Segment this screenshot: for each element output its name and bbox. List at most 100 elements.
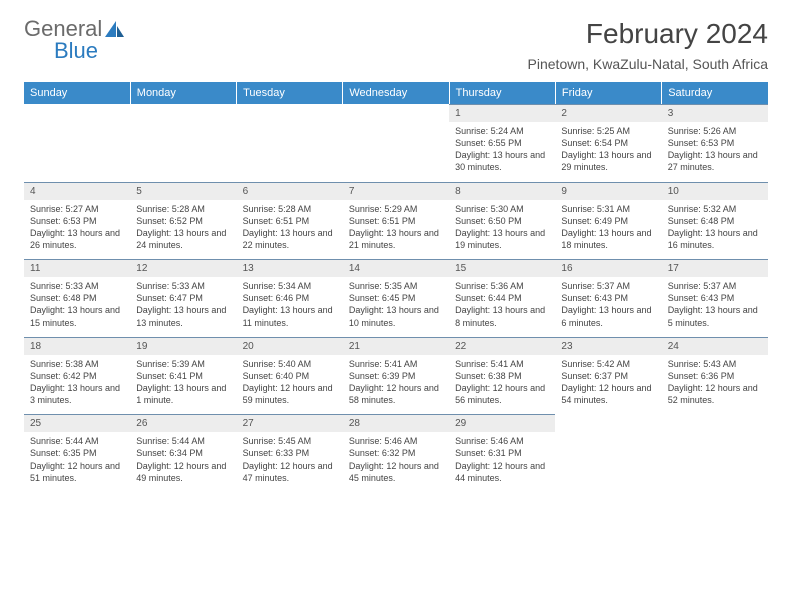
calendar-cell: 27Sunrise: 5:45 AMSunset: 6:33 PMDayligh… (237, 414, 343, 492)
day-number: 23 (555, 338, 661, 355)
calendar-cell (237, 104, 343, 182)
day-details: Sunrise: 5:41 AMSunset: 6:38 PMDaylight:… (449, 355, 555, 415)
day-number: 26 (130, 415, 236, 432)
day-number: 1 (449, 105, 555, 122)
sunrise-text: Sunrise: 5:24 AM (455, 125, 549, 137)
day-details: Sunrise: 5:33 AMSunset: 6:47 PMDaylight:… (130, 277, 236, 337)
sunrise-text: Sunrise: 5:32 AM (668, 203, 762, 215)
day-details: Sunrise: 5:42 AMSunset: 6:37 PMDaylight:… (555, 355, 661, 415)
day-details: Sunrise: 5:44 AMSunset: 6:35 PMDaylight:… (24, 432, 130, 492)
sunrise-text: Sunrise: 5:33 AM (30, 280, 124, 292)
daylight-text: Daylight: 13 hours and 3 minutes. (30, 382, 124, 406)
day-number: 17 (662, 260, 768, 277)
sunrise-text: Sunrise: 5:34 AM (243, 280, 337, 292)
sunset-text: Sunset: 6:51 PM (243, 215, 337, 227)
sunset-text: Sunset: 6:33 PM (243, 447, 337, 459)
day-number: 21 (343, 338, 449, 355)
calendar-cell: 21Sunrise: 5:41 AMSunset: 6:39 PMDayligh… (343, 337, 449, 415)
day-details: Sunrise: 5:30 AMSunset: 6:50 PMDaylight:… (449, 200, 555, 260)
calendar-week-row: 11Sunrise: 5:33 AMSunset: 6:48 PMDayligh… (24, 259, 768, 337)
day-details: Sunrise: 5:39 AMSunset: 6:41 PMDaylight:… (130, 355, 236, 415)
calendar-cell (662, 414, 768, 492)
day-number: 8 (449, 183, 555, 200)
title-block: February 2024 Pinetown, KwaZulu-Natal, S… (528, 18, 768, 72)
calendar-cell: 20Sunrise: 5:40 AMSunset: 6:40 PMDayligh… (237, 337, 343, 415)
day-number: 19 (130, 338, 236, 355)
day-number: 10 (662, 183, 768, 200)
daylight-text: Daylight: 13 hours and 10 minutes. (349, 304, 443, 328)
sunset-text: Sunset: 6:50 PM (455, 215, 549, 227)
day-details: Sunrise: 5:28 AMSunset: 6:51 PMDaylight:… (237, 200, 343, 260)
sunrise-text: Sunrise: 5:37 AM (668, 280, 762, 292)
sunrise-text: Sunrise: 5:42 AM (561, 358, 655, 370)
calendar-week-row: 25Sunrise: 5:44 AMSunset: 6:35 PMDayligh… (24, 414, 768, 492)
weekday-header: Monday (130, 82, 236, 104)
day-details: Sunrise: 5:37 AMSunset: 6:43 PMDaylight:… (662, 277, 768, 337)
sunrise-text: Sunrise: 5:28 AM (136, 203, 230, 215)
daylight-text: Daylight: 12 hours and 54 minutes. (561, 382, 655, 406)
day-details: Sunrise: 5:46 AMSunset: 6:32 PMDaylight:… (343, 432, 449, 492)
daylight-text: Daylight: 13 hours and 21 minutes. (349, 227, 443, 251)
calendar-cell: 1Sunrise: 5:24 AMSunset: 6:55 PMDaylight… (449, 104, 555, 182)
sunrise-text: Sunrise: 5:37 AM (561, 280, 655, 292)
day-details: Sunrise: 5:40 AMSunset: 6:40 PMDaylight:… (237, 355, 343, 415)
day-details: Sunrise: 5:32 AMSunset: 6:48 PMDaylight:… (662, 200, 768, 260)
daylight-text: Daylight: 12 hours and 44 minutes. (455, 460, 549, 484)
sunset-text: Sunset: 6:43 PM (561, 292, 655, 304)
daylight-text: Daylight: 13 hours and 30 minutes. (455, 149, 549, 173)
sunrise-text: Sunrise: 5:26 AM (668, 125, 762, 137)
daylight-text: Daylight: 12 hours and 58 minutes. (349, 382, 443, 406)
day-number: 20 (237, 338, 343, 355)
daylight-text: Daylight: 13 hours and 22 minutes. (243, 227, 337, 251)
daylight-text: Daylight: 12 hours and 47 minutes. (243, 460, 337, 484)
sunrise-text: Sunrise: 5:28 AM (243, 203, 337, 215)
weekday-header: Wednesday (343, 82, 449, 104)
day-number: 2 (555, 105, 661, 122)
weekday-header: Tuesday (237, 82, 343, 104)
daylight-text: Daylight: 12 hours and 51 minutes. (30, 460, 124, 484)
calendar-cell: 3Sunrise: 5:26 AMSunset: 6:53 PMDaylight… (662, 104, 768, 182)
day-details: Sunrise: 5:43 AMSunset: 6:36 PMDaylight:… (662, 355, 768, 415)
sunrise-text: Sunrise: 5:35 AM (349, 280, 443, 292)
day-number: 22 (449, 338, 555, 355)
sunrise-text: Sunrise: 5:29 AM (349, 203, 443, 215)
sunset-text: Sunset: 6:38 PM (455, 370, 549, 382)
day-details: Sunrise: 5:36 AMSunset: 6:44 PMDaylight:… (449, 277, 555, 337)
sunset-text: Sunset: 6:52 PM (136, 215, 230, 227)
calendar-cell: 16Sunrise: 5:37 AMSunset: 6:43 PMDayligh… (555, 259, 661, 337)
calendar-week-row: 18Sunrise: 5:38 AMSunset: 6:42 PMDayligh… (24, 337, 768, 415)
daylight-text: Daylight: 13 hours and 15 minutes. (30, 304, 124, 328)
calendar-cell: 22Sunrise: 5:41 AMSunset: 6:38 PMDayligh… (449, 337, 555, 415)
sunset-text: Sunset: 6:53 PM (668, 137, 762, 149)
daylight-text: Daylight: 13 hours and 29 minutes. (561, 149, 655, 173)
day-details: Sunrise: 5:29 AMSunset: 6:51 PMDaylight:… (343, 200, 449, 260)
day-details: Sunrise: 5:37 AMSunset: 6:43 PMDaylight:… (555, 277, 661, 337)
sunset-text: Sunset: 6:43 PM (668, 292, 762, 304)
sunrise-text: Sunrise: 5:27 AM (30, 203, 124, 215)
sunset-text: Sunset: 6:35 PM (30, 447, 124, 459)
day-number: 7 (343, 183, 449, 200)
daylight-text: Daylight: 13 hours and 27 minutes. (668, 149, 762, 173)
sunrise-text: Sunrise: 5:44 AM (136, 435, 230, 447)
calendar-table: SundayMondayTuesdayWednesdayThursdayFrid… (24, 82, 768, 492)
day-details: Sunrise: 5:31 AMSunset: 6:49 PMDaylight:… (555, 200, 661, 260)
logo-text-blue: Blue (54, 40, 98, 62)
sunrise-text: Sunrise: 5:33 AM (136, 280, 230, 292)
sunset-text: Sunset: 6:40 PM (243, 370, 337, 382)
sunrise-text: Sunrise: 5:30 AM (455, 203, 549, 215)
weekday-header: Thursday (449, 82, 555, 104)
daylight-text: Daylight: 13 hours and 26 minutes. (30, 227, 124, 251)
sunset-text: Sunset: 6:36 PM (668, 370, 762, 382)
weekday-header: Friday (555, 82, 661, 104)
calendar-cell: 26Sunrise: 5:44 AMSunset: 6:34 PMDayligh… (130, 414, 236, 492)
daylight-text: Daylight: 13 hours and 18 minutes. (561, 227, 655, 251)
sunrise-text: Sunrise: 5:43 AM (668, 358, 762, 370)
calendar-cell: 10Sunrise: 5:32 AMSunset: 6:48 PMDayligh… (662, 182, 768, 260)
calendar-cell: 5Sunrise: 5:28 AMSunset: 6:52 PMDaylight… (130, 182, 236, 260)
calendar-cell: 9Sunrise: 5:31 AMSunset: 6:49 PMDaylight… (555, 182, 661, 260)
day-details: Sunrise: 5:38 AMSunset: 6:42 PMDaylight:… (24, 355, 130, 415)
daylight-text: Daylight: 13 hours and 6 minutes. (561, 304, 655, 328)
calendar-cell: 4Sunrise: 5:27 AMSunset: 6:53 PMDaylight… (24, 182, 130, 260)
calendar-cell: 2Sunrise: 5:25 AMSunset: 6:54 PMDaylight… (555, 104, 661, 182)
day-number: 28 (343, 415, 449, 432)
